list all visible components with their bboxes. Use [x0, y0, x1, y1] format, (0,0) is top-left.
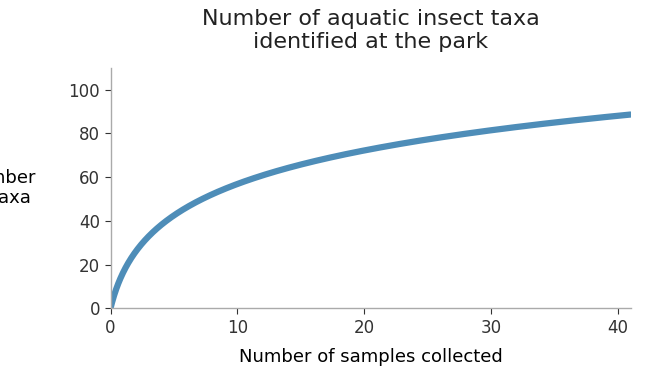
Y-axis label: Number
of taxa: Number of taxa	[0, 168, 35, 208]
X-axis label: Number of samples collected: Number of samples collected	[239, 348, 502, 366]
Title: Number of aquatic insect taxa
identified at the park: Number of aquatic insect taxa identified…	[202, 9, 540, 52]
